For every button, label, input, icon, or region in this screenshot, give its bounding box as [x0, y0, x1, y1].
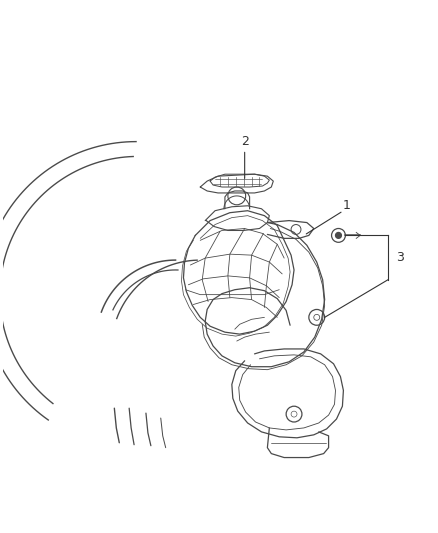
Text: 2: 2: [241, 135, 249, 148]
Text: 1: 1: [343, 199, 350, 212]
Circle shape: [336, 232, 342, 238]
Text: 3: 3: [396, 251, 403, 264]
